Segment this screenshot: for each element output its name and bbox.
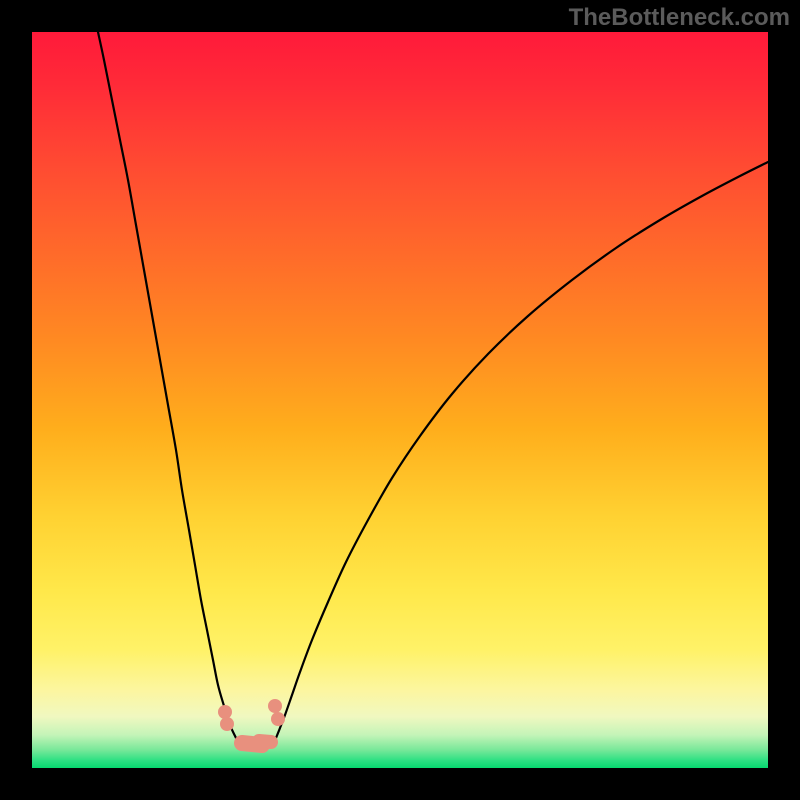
gradient-plot-area — [32, 32, 768, 768]
watermark-text: TheBottleneck.com — [569, 4, 790, 32]
chart-stage: TheBottleneck.com — [0, 0, 800, 800]
